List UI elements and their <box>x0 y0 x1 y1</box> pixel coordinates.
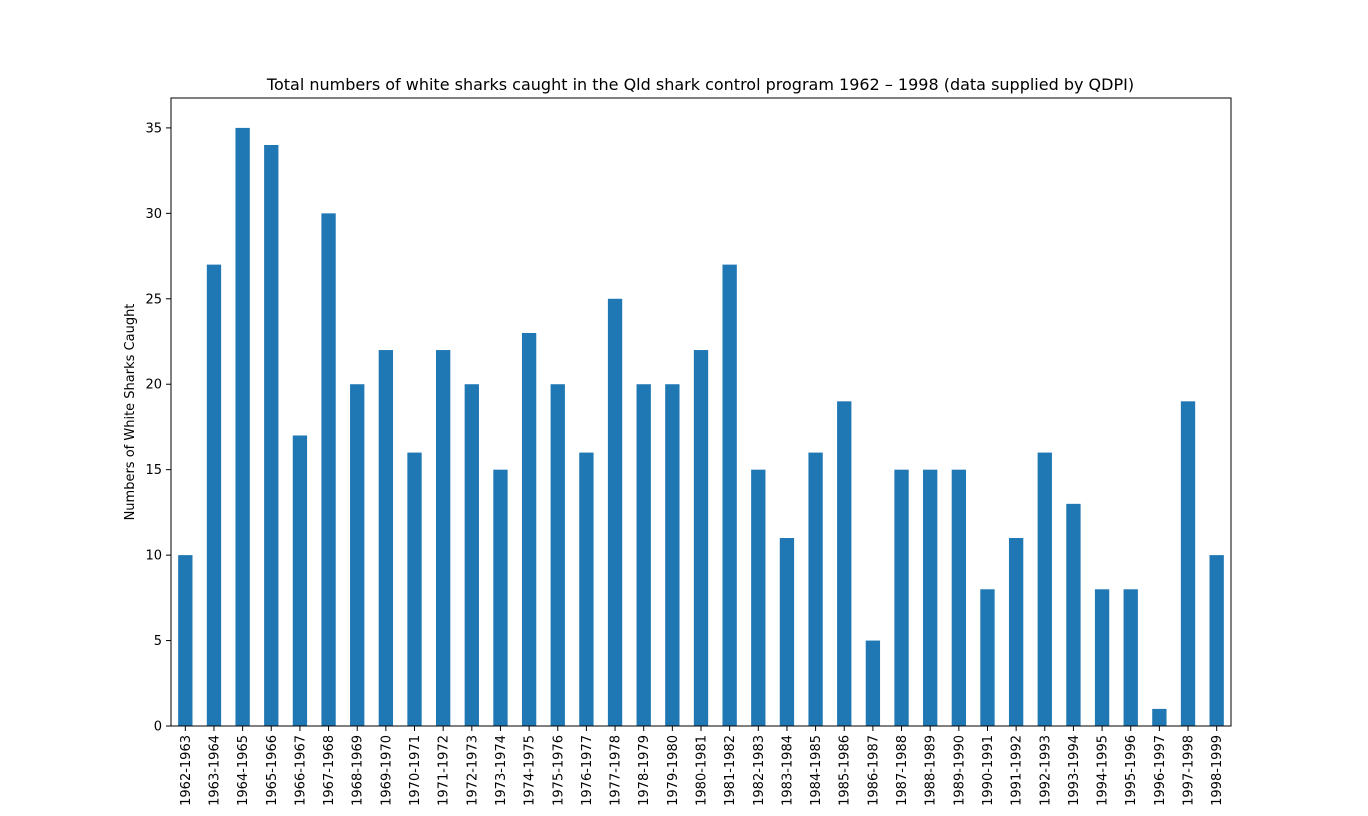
bar-1981-1982 <box>722 264 737 726</box>
bar-1996-1997 <box>1152 708 1167 726</box>
x-tick-label: 1974-1975 <box>523 735 538 806</box>
x-tick-label: 1979-1980 <box>666 735 681 806</box>
x-tick-label: 1997-1998 <box>1182 735 1197 806</box>
bar-1983-1984 <box>779 538 795 726</box>
bar-1977-1978 <box>607 298 623 726</box>
y-tick-label: 0 <box>154 720 162 735</box>
bar-1968-1969 <box>350 384 365 726</box>
y-tick-label: 20 <box>145 378 162 393</box>
x-tick-label: 1990-1991 <box>981 735 996 806</box>
bar-1970-1971 <box>407 452 422 726</box>
x-tick-label: 1982-1983 <box>752 735 767 806</box>
y-tick-label: 5 <box>154 634 162 649</box>
bar-1984-1985 <box>808 452 823 726</box>
bar-1972-1973 <box>464 384 479 726</box>
x-tick-label: 1963-1964 <box>207 735 222 806</box>
bar-1997-1998 <box>1180 401 1196 726</box>
bar-1963-1964 <box>206 264 222 726</box>
x-tick-label: 1993-1994 <box>1067 735 1082 806</box>
x-tick-label: 1985-1986 <box>838 735 853 806</box>
bar-1965-1966 <box>264 144 279 727</box>
bar-1990-1991 <box>980 589 995 726</box>
bar-1971-1972 <box>436 350 451 726</box>
bar-1989-1990 <box>951 469 966 726</box>
x-tick-label: 1976-1977 <box>580 735 595 806</box>
plot-area-frame <box>170 97 1232 727</box>
x-tick-label: 1970-1971 <box>408 735 423 806</box>
bar-1978-1979 <box>636 384 651 726</box>
x-tick-label: 1991-1992 <box>1010 735 1025 806</box>
x-tick-label: 1967-1968 <box>322 735 337 806</box>
y-tick-label: 35 <box>145 121 162 136</box>
bar-1986-1987 <box>865 640 881 726</box>
x-tick-label: 1992-1993 <box>1038 735 1053 806</box>
x-tick-label: 1966-1967 <box>293 735 308 806</box>
x-tick-label: 1996-1997 <box>1153 735 1168 806</box>
x-tick-label: 1986-1987 <box>866 735 881 806</box>
x-tick-label: 1972-1973 <box>465 735 480 806</box>
x-tick-label: 1987-1988 <box>895 735 910 806</box>
x-tick-label: 1981-1982 <box>723 735 738 806</box>
bar-1993-1994 <box>1066 503 1081 726</box>
x-tick-label: 1975-1976 <box>551 735 566 806</box>
x-tick-label: 1989-1990 <box>952 735 967 806</box>
y-tick-label: 30 <box>145 207 162 222</box>
x-tick-label: 1994-1995 <box>1096 735 1111 806</box>
bar-1979-1980 <box>665 384 680 726</box>
x-tick-label: 1964-1965 <box>236 735 251 806</box>
x-tick-label: 1998-1999 <box>1210 735 1225 806</box>
y-axis-ticks: 0 5 10 15 20 25 30 35 <box>145 121 171 735</box>
x-tick-label: 1962-1963 <box>179 735 194 806</box>
bar-1967-1968 <box>321 213 336 727</box>
bar-1980-1981 <box>693 350 709 726</box>
x-tick-label: 1971-1972 <box>437 735 452 806</box>
x-axis-ticks: 1962-1963 1963-1964 1964-1965 1965-1966 1966… <box>179 726 1225 806</box>
x-tick-label: 1995-1996 <box>1124 735 1139 806</box>
bars-group <box>178 127 1224 727</box>
bar-1966-1967 <box>292 435 308 726</box>
bar-1991-1992 <box>1008 538 1024 726</box>
bar-1985-1986 <box>837 401 852 726</box>
x-tick-label: 1984-1985 <box>809 735 824 806</box>
y-tick-label: 25 <box>145 292 162 307</box>
x-tick-label: 1983-1984 <box>780 735 795 806</box>
bar-1975-1976 <box>550 384 565 726</box>
bar-1995-1996 <box>1123 589 1138 726</box>
y-tick-label: 10 <box>145 549 162 564</box>
bar-1987-1988 <box>894 469 909 726</box>
bar-1998-1999 <box>1209 555 1224 726</box>
bar-1976-1977 <box>579 452 594 726</box>
bar-1962-1963 <box>178 555 193 726</box>
x-tick-label: 1969-1970 <box>379 735 394 806</box>
x-tick-label: 1988-1989 <box>924 735 939 806</box>
y-axis-title: Numbers of White Sharks Caught <box>123 304 138 521</box>
bar-1964-1965 <box>235 127 250 726</box>
bar-1994-1995 <box>1094 589 1110 726</box>
bar-1973-1974 <box>493 469 508 726</box>
bar-1988-1989 <box>923 469 938 726</box>
x-tick-label: 1965-1966 <box>265 735 280 806</box>
bar-1969-1970 <box>378 350 394 726</box>
y-tick-label: 15 <box>145 463 162 478</box>
bar-1982-1983 <box>751 469 766 726</box>
chart-title: Total numbers of white sharks caught in … <box>266 75 1134 94</box>
x-tick-label: 1980-1981 <box>695 735 710 806</box>
x-tick-label: 1968-1969 <box>351 735 366 806</box>
x-tick-label: 1977-1978 <box>609 735 624 806</box>
bar-1992-1993 <box>1037 452 1052 726</box>
bar-1974-1975 <box>521 332 537 726</box>
x-tick-label: 1978-1979 <box>637 735 652 806</box>
x-tick-label: 1973-1974 <box>494 735 509 806</box>
